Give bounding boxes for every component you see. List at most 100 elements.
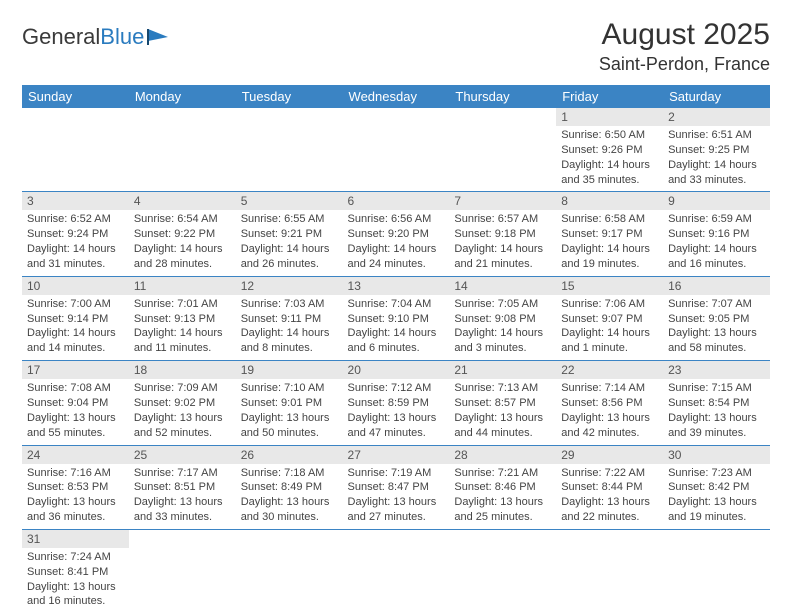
day-number: 30 <box>663 446 770 464</box>
calendar-day-cell: 24Sunrise: 7:16 AMSunset: 8:53 PMDayligh… <box>22 445 129 529</box>
day-details: Sunrise: 7:10 AMSunset: 9:01 PMDaylight:… <box>236 379 343 444</box>
weekday-header: Saturday <box>663 85 770 108</box>
calendar-day-cell: 18Sunrise: 7:09 AMSunset: 9:02 PMDayligh… <box>129 361 236 445</box>
sunset-text: Sunset: 8:46 PM <box>454 480 551 495</box>
sunrise-text: Sunrise: 6:58 AM <box>561 212 658 227</box>
sunset-text: Sunset: 9:14 PM <box>27 312 124 327</box>
day-details: Sunrise: 7:12 AMSunset: 8:59 PMDaylight:… <box>343 379 450 444</box>
day-number: 11 <box>129 277 236 295</box>
daylight-text: Daylight: 13 hours and 25 minutes. <box>454 495 551 525</box>
day-details: Sunrise: 7:19 AMSunset: 8:47 PMDaylight:… <box>343 464 450 529</box>
header: GeneralBlue August 2025 Saint-Perdon, Fr… <box>22 18 770 75</box>
sunset-text: Sunset: 8:53 PM <box>27 480 124 495</box>
calendar-day-cell: 20Sunrise: 7:12 AMSunset: 8:59 PMDayligh… <box>343 361 450 445</box>
daylight-text: Daylight: 13 hours and 44 minutes. <box>454 411 551 441</box>
day-details: Sunrise: 7:13 AMSunset: 8:57 PMDaylight:… <box>449 379 556 444</box>
sunset-text: Sunset: 8:54 PM <box>668 396 765 411</box>
weekday-header: Friday <box>556 85 663 108</box>
sunrise-text: Sunrise: 7:04 AM <box>348 297 445 312</box>
calendar-empty-cell <box>449 529 556 613</box>
sunrise-text: Sunrise: 6:51 AM <box>668 128 765 143</box>
weekday-header: Tuesday <box>236 85 343 108</box>
sunset-text: Sunset: 8:49 PM <box>241 480 338 495</box>
sunrise-text: Sunrise: 7:06 AM <box>561 297 658 312</box>
calendar-day-cell: 31Sunrise: 7:24 AMSunset: 8:41 PMDayligh… <box>22 529 129 613</box>
day-number: 12 <box>236 277 343 295</box>
calendar-day-cell: 13Sunrise: 7:04 AMSunset: 9:10 PMDayligh… <box>343 276 450 360</box>
day-details: Sunrise: 6:56 AMSunset: 9:20 PMDaylight:… <box>343 210 450 275</box>
day-number: 28 <box>449 446 556 464</box>
sunset-text: Sunset: 8:59 PM <box>348 396 445 411</box>
sunrise-text: Sunrise: 7:24 AM <box>27 550 124 565</box>
calendar-day-cell: 21Sunrise: 7:13 AMSunset: 8:57 PMDayligh… <box>449 361 556 445</box>
daylight-text: Daylight: 14 hours and 26 minutes. <box>241 242 338 272</box>
daylight-text: Daylight: 14 hours and 31 minutes. <box>27 242 124 272</box>
day-number: 18 <box>129 361 236 379</box>
sunset-text: Sunset: 9:18 PM <box>454 227 551 242</box>
sunset-text: Sunset: 8:56 PM <box>561 396 658 411</box>
day-details: Sunrise: 7:21 AMSunset: 8:46 PMDaylight:… <box>449 464 556 529</box>
logo: GeneralBlue <box>22 18 172 50</box>
sunrise-text: Sunrise: 6:50 AM <box>561 128 658 143</box>
calendar-day-cell: 10Sunrise: 7:00 AMSunset: 9:14 PMDayligh… <box>22 276 129 360</box>
calendar-day-cell: 29Sunrise: 7:22 AMSunset: 8:44 PMDayligh… <box>556 445 663 529</box>
day-details: Sunrise: 7:00 AMSunset: 9:14 PMDaylight:… <box>22 295 129 360</box>
day-number: 8 <box>556 192 663 210</box>
sunset-text: Sunset: 8:41 PM <box>27 565 124 580</box>
day-number: 31 <box>22 530 129 548</box>
daylight-text: Daylight: 13 hours and 33 minutes. <box>134 495 231 525</box>
day-number: 25 <box>129 446 236 464</box>
calendar-empty-cell <box>343 529 450 613</box>
day-details: Sunrise: 7:08 AMSunset: 9:04 PMDaylight:… <box>22 379 129 444</box>
calendar-day-cell: 22Sunrise: 7:14 AMSunset: 8:56 PMDayligh… <box>556 361 663 445</box>
calendar-day-cell: 14Sunrise: 7:05 AMSunset: 9:08 PMDayligh… <box>449 276 556 360</box>
day-number: 15 <box>556 277 663 295</box>
calendar-day-cell: 3Sunrise: 6:52 AMSunset: 9:24 PMDaylight… <box>22 192 129 276</box>
calendar-day-cell: 4Sunrise: 6:54 AMSunset: 9:22 PMDaylight… <box>129 192 236 276</box>
sunrise-text: Sunrise: 7:03 AM <box>241 297 338 312</box>
day-details: Sunrise: 7:07 AMSunset: 9:05 PMDaylight:… <box>663 295 770 360</box>
daylight-text: Daylight: 13 hours and 52 minutes. <box>134 411 231 441</box>
day-details: Sunrise: 7:09 AMSunset: 9:02 PMDaylight:… <box>129 379 236 444</box>
calendar-day-cell: 2Sunrise: 6:51 AMSunset: 9:25 PMDaylight… <box>663 108 770 192</box>
day-details: Sunrise: 6:52 AMSunset: 9:24 PMDaylight:… <box>22 210 129 275</box>
location: Saint-Perdon, France <box>599 54 770 75</box>
sunrise-text: Sunrise: 7:07 AM <box>668 297 765 312</box>
day-details: Sunrise: 7:04 AMSunset: 9:10 PMDaylight:… <box>343 295 450 360</box>
day-number: 14 <box>449 277 556 295</box>
day-details: Sunrise: 6:57 AMSunset: 9:18 PMDaylight:… <box>449 210 556 275</box>
day-details: Sunrise: 7:24 AMSunset: 8:41 PMDaylight:… <box>22 548 129 613</box>
weekday-header: Sunday <box>22 85 129 108</box>
sunrise-text: Sunrise: 7:15 AM <box>668 381 765 396</box>
day-number: 23 <box>663 361 770 379</box>
day-details: Sunrise: 6:51 AMSunset: 9:25 PMDaylight:… <box>663 126 770 191</box>
daylight-text: Daylight: 14 hours and 11 minutes. <box>134 326 231 356</box>
day-details: Sunrise: 7:15 AMSunset: 8:54 PMDaylight:… <box>663 379 770 444</box>
day-details: Sunrise: 6:58 AMSunset: 9:17 PMDaylight:… <box>556 210 663 275</box>
sunrise-text: Sunrise: 7:22 AM <box>561 466 658 481</box>
sunrise-text: Sunrise: 7:05 AM <box>454 297 551 312</box>
day-number: 6 <box>343 192 450 210</box>
day-details: Sunrise: 7:01 AMSunset: 9:13 PMDaylight:… <box>129 295 236 360</box>
sunrise-text: Sunrise: 7:01 AM <box>134 297 231 312</box>
day-details: Sunrise: 6:59 AMSunset: 9:16 PMDaylight:… <box>663 210 770 275</box>
sunrise-text: Sunrise: 6:52 AM <box>27 212 124 227</box>
calendar-day-cell: 6Sunrise: 6:56 AMSunset: 9:20 PMDaylight… <box>343 192 450 276</box>
daylight-text: Daylight: 13 hours and 36 minutes. <box>27 495 124 525</box>
daylight-text: Daylight: 14 hours and 21 minutes. <box>454 242 551 272</box>
calendar-empty-cell <box>343 108 450 192</box>
weekday-header: Wednesday <box>343 85 450 108</box>
sunset-text: Sunset: 9:26 PM <box>561 143 658 158</box>
daylight-text: Daylight: 13 hours and 42 minutes. <box>561 411 658 441</box>
daylight-text: Daylight: 14 hours and 28 minutes. <box>134 242 231 272</box>
day-number: 27 <box>343 446 450 464</box>
sunrise-text: Sunrise: 7:18 AM <box>241 466 338 481</box>
day-details: Sunrise: 6:54 AMSunset: 9:22 PMDaylight:… <box>129 210 236 275</box>
daylight-text: Daylight: 14 hours and 33 minutes. <box>668 158 765 188</box>
calendar-day-cell: 5Sunrise: 6:55 AMSunset: 9:21 PMDaylight… <box>236 192 343 276</box>
sunset-text: Sunset: 9:10 PM <box>348 312 445 327</box>
day-number: 13 <box>343 277 450 295</box>
sunset-text: Sunset: 9:11 PM <box>241 312 338 327</box>
day-number: 17 <box>22 361 129 379</box>
calendar-empty-cell <box>556 529 663 613</box>
